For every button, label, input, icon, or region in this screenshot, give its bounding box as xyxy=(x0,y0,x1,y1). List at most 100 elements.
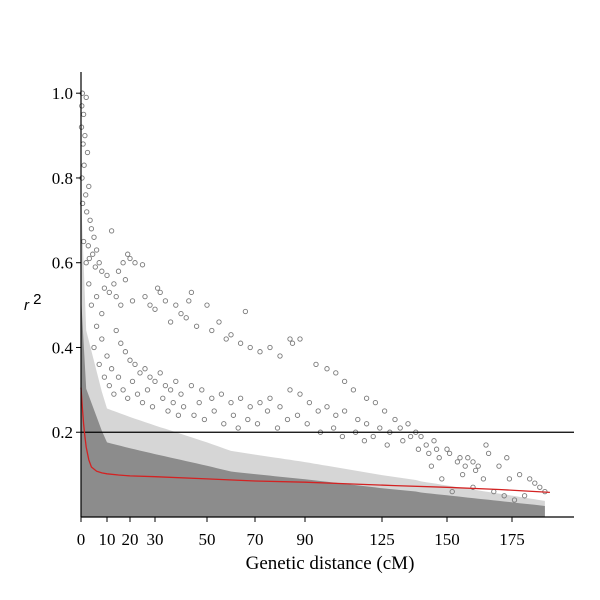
x-tick-label: 50 xyxy=(199,530,216,549)
scatter-point xyxy=(139,399,146,406)
scatter-point xyxy=(449,488,455,495)
scatter-point xyxy=(147,374,153,380)
scatter-point xyxy=(333,412,339,418)
scatter-point xyxy=(91,234,97,240)
scatter-point xyxy=(115,268,122,274)
scatter-point xyxy=(204,302,210,308)
scatter-point xyxy=(99,336,105,342)
scatter-point xyxy=(475,463,481,469)
scatter-point xyxy=(84,149,91,156)
scatter-point xyxy=(120,260,126,266)
scatter-point xyxy=(377,425,383,431)
scatter-point xyxy=(191,412,197,418)
scatter-point xyxy=(157,370,163,376)
scatter-point xyxy=(504,455,510,461)
scatter-point xyxy=(93,293,100,300)
scatter-point xyxy=(313,361,319,368)
scatter-point xyxy=(125,395,131,401)
scatter-point xyxy=(436,455,442,461)
scatter-point xyxy=(118,340,124,346)
y-axis-label: r 2 xyxy=(24,291,42,314)
scatter-point xyxy=(157,289,163,296)
scatter-point xyxy=(537,484,543,490)
scatter-point xyxy=(459,471,466,478)
dense-band xyxy=(81,295,545,517)
scatter-point xyxy=(167,319,174,325)
scatter-point xyxy=(485,450,492,457)
scatter-point xyxy=(160,395,166,401)
scatter-point xyxy=(511,497,518,503)
scatter-point xyxy=(162,382,169,389)
x-tick-label: 0 xyxy=(77,530,86,549)
scatter-point xyxy=(106,382,112,389)
scatter-point xyxy=(93,247,100,253)
scatter-point xyxy=(235,425,241,431)
scatter-point xyxy=(496,463,502,469)
scatter-point xyxy=(186,298,192,304)
scatter-point xyxy=(423,442,429,448)
scatter-point xyxy=(264,408,271,414)
scatter-point xyxy=(87,217,93,223)
scatter-point xyxy=(199,387,205,393)
scatter-point xyxy=(223,336,229,342)
scatter-point xyxy=(527,476,533,482)
scatter-point xyxy=(465,455,471,461)
scatter-point xyxy=(101,285,108,291)
scatter-point xyxy=(122,277,129,283)
scatter-point xyxy=(86,281,92,287)
scatter-point xyxy=(384,442,390,448)
scatter-point xyxy=(129,298,136,304)
scatter-point xyxy=(428,463,435,469)
y-ticks: 0.2 0.4 0.6 0.8 1.0 xyxy=(52,84,81,442)
scatter-point xyxy=(188,289,195,296)
scatter-point xyxy=(361,438,368,444)
scatter-point xyxy=(113,327,119,334)
scatter-point xyxy=(111,281,117,287)
scatter-point xyxy=(86,183,92,190)
scatter-point xyxy=(104,353,110,359)
x-tick-label: 30 xyxy=(147,530,164,549)
scatter-point xyxy=(88,226,95,232)
scatter-point xyxy=(341,378,348,385)
scatter-point xyxy=(101,374,108,380)
scatter-point xyxy=(370,433,376,440)
scatter-point xyxy=(339,433,346,440)
scatter-point xyxy=(254,421,261,427)
scatter-point xyxy=(341,408,348,414)
scatter-point xyxy=(93,323,100,329)
scatter-point xyxy=(83,94,89,101)
scatter-point xyxy=(439,476,445,482)
scatter-point xyxy=(99,268,105,274)
scatter-point xyxy=(142,366,148,372)
x-tick-label: 70 xyxy=(247,530,264,549)
scatter-point xyxy=(139,262,146,268)
scatter-point xyxy=(506,476,513,482)
scatter-point xyxy=(277,353,283,359)
scatter-point xyxy=(209,327,215,334)
scatter-point xyxy=(324,366,330,372)
scatter-point xyxy=(267,395,273,401)
scatter-point xyxy=(462,463,468,469)
scatter-point xyxy=(457,455,463,461)
fit-line xyxy=(80,387,550,494)
scatter-point xyxy=(470,459,476,465)
scatter-point xyxy=(501,493,507,499)
scatter-point xyxy=(92,264,98,270)
scatter-point xyxy=(90,251,96,257)
scatter-point xyxy=(237,340,244,346)
scatter-point xyxy=(108,366,115,372)
x-tick-label: 10 xyxy=(99,530,116,549)
scatter-point xyxy=(287,336,293,342)
scatter-point xyxy=(170,399,176,406)
scatter-point xyxy=(209,395,215,401)
scatter-point xyxy=(180,404,187,410)
scatter-point xyxy=(85,243,91,249)
scatter-point xyxy=(99,310,105,317)
scatter-point xyxy=(173,302,179,308)
scatter-point xyxy=(106,289,112,296)
scatter-point xyxy=(454,459,461,465)
scatter-point xyxy=(193,323,200,329)
scatter-point xyxy=(472,467,479,474)
scatter-point xyxy=(137,370,143,376)
